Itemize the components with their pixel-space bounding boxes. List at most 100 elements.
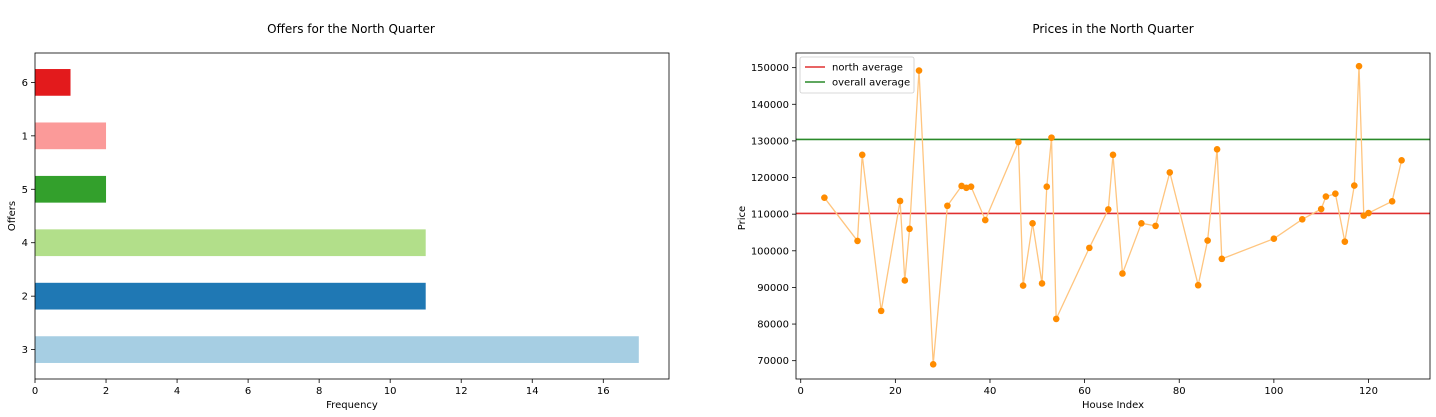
y-tick-label: 4 [22, 238, 28, 249]
price-point [906, 225, 913, 233]
bar-offers-5 [35, 175, 107, 203]
price-point [1341, 238, 1349, 245]
price-point [1355, 62, 1363, 70]
y-tick-label: 80000 [757, 320, 789, 331]
price-point [1350, 182, 1358, 189]
offers-bar-chart: Offers for the North Quarter 0 2 4 6 8 10 12 14… [7, 22, 670, 411]
price-point [1038, 280, 1046, 287]
price-point [915, 67, 923, 74]
price-point [896, 197, 904, 205]
price-point [1317, 205, 1325, 213]
price-point [981, 216, 989, 224]
y-tick-label: 140000 [751, 100, 789, 111]
prices-scatter-chart: Prices in the North Quarter 0 20 40 60 80 100… [737, 22, 1431, 411]
price-point [1086, 244, 1093, 252]
price-point [858, 151, 866, 159]
left-plot-frame [34, 52, 670, 380]
price-point [1052, 315, 1060, 323]
price-connecting-line [823, 66, 1403, 365]
x-tick-label: 0 [32, 386, 38, 397]
right-chart-title: Prices in the North Quarter [1032, 22, 1193, 36]
price-point [944, 202, 951, 210]
x-tick-label: 8 [316, 386, 322, 397]
y-ticks: 3 2 4 5 1 6 [22, 78, 35, 356]
price-point [1213, 146, 1221, 153]
price-point [1365, 209, 1372, 217]
price-point [1048, 134, 1055, 141]
price-point [821, 194, 828, 201]
price-point [1204, 237, 1211, 244]
x-tick-label: 80 [1173, 386, 1186, 397]
x-tick-label: 0 [798, 386, 804, 397]
x-tick-label: 40 [984, 386, 997, 397]
left-x-axis-label: Frequency [326, 400, 378, 411]
price-point [1298, 215, 1306, 223]
bar-offers-4 [35, 229, 426, 257]
y-tick-label: 120000 [751, 173, 789, 184]
y-tick-label: 100000 [751, 246, 789, 257]
price-point [1388, 198, 1396, 205]
y-tick-label: 70000 [757, 356, 789, 367]
price-points [821, 62, 1405, 368]
price-point [1332, 190, 1339, 197]
price-point [1043, 183, 1051, 190]
right-y-axis-label: Price [737, 206, 748, 230]
price-point [1138, 220, 1145, 227]
right-x-axis-label: House Index [1082, 400, 1144, 411]
y-tick-label: 110000 [751, 210, 789, 221]
price-point [901, 277, 909, 284]
legend-box [799, 56, 915, 94]
y-tick-label: 3 [22, 345, 28, 356]
x-ticks: 0 2 4 6 8 10 12 14 16 [32, 379, 610, 397]
price-point [1015, 138, 1022, 146]
x-tick-label: 16 [597, 386, 610, 397]
price-point [854, 237, 861, 245]
price-point [1152, 222, 1159, 230]
x-tick-label: 12 [455, 386, 468, 397]
price-point [1322, 193, 1330, 200]
x-tick-label: 14 [526, 386, 539, 397]
left-y-axis-label: Offers [7, 201, 18, 231]
average-lines [796, 138, 1430, 215]
legend: north average overall average [799, 56, 915, 94]
price-point [1119, 270, 1126, 277]
y-tick-label: 150000 [751, 63, 789, 74]
bar-offers-3 [35, 336, 639, 363]
price-point [967, 183, 975, 190]
legend-north-average-label: north average [832, 63, 903, 74]
price-point [1218, 255, 1226, 263]
price-point [1166, 169, 1174, 176]
y-tick-label: 1 [22, 131, 28, 142]
price-point [1194, 281, 1202, 289]
x-tick-label: 20 [889, 386, 902, 397]
bar-group [35, 69, 639, 363]
x-tick-label: 100 [1264, 386, 1283, 397]
right-plot-frame [795, 52, 1431, 380]
x-ticks: 0 20 40 60 80 100 120 [798, 379, 1378, 397]
bar-offers-1 [35, 122, 107, 150]
y-tick-label: 90000 [757, 283, 789, 294]
price-point [1104, 206, 1112, 213]
x-tick-label: 6 [245, 386, 251, 397]
bar-offers-6 [35, 69, 71, 96]
y-tick-label: 130000 [751, 136, 789, 147]
legend-overall-average-label: overall average [832, 78, 910, 89]
x-tick-label: 10 [384, 386, 397, 397]
price-point [1109, 151, 1117, 159]
x-tick-label: 60 [1078, 386, 1091, 397]
y-tick-label: 5 [22, 185, 28, 196]
bar-offers-2 [35, 282, 426, 310]
x-tick-label: 4 [174, 386, 180, 397]
price-point [1270, 235, 1278, 243]
price-point [1029, 220, 1036, 227]
left-chart-title: Offers for the North Quarter [267, 22, 435, 36]
y-ticks: 70000 80000 90000 100000 110000 120000 130000 1… [751, 63, 796, 367]
price-point [929, 361, 937, 368]
price-point [1398, 157, 1405, 164]
price-point [877, 307, 885, 315]
y-tick-label: 6 [22, 78, 28, 89]
x-tick-label: 120 [1359, 386, 1378, 397]
price-point [1019, 282, 1027, 289]
y-tick-label: 2 [22, 292, 28, 303]
